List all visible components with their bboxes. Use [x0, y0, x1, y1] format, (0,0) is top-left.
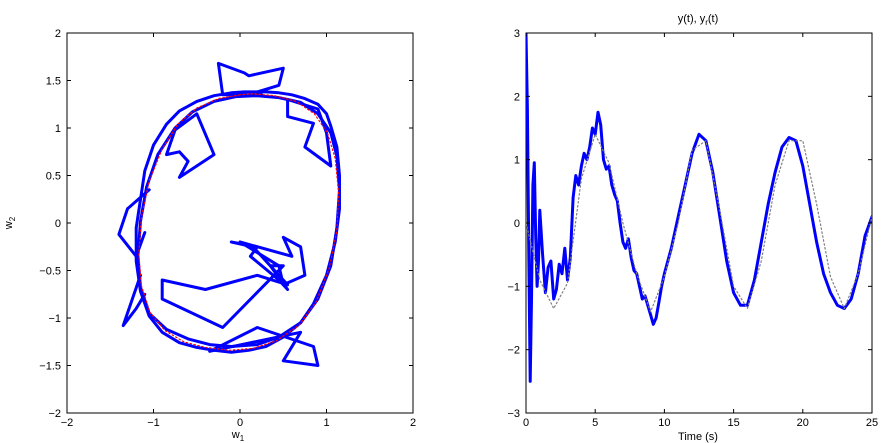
time-plot-ytick-label: 3 [514, 28, 520, 40]
phase-plot-xtick-label: −2 [61, 417, 74, 429]
time-plot-frame [525, 32, 873, 414]
time-plot-xtick-label: 15 [727, 417, 739, 429]
phase-plot-xtick-label: 1 [323, 417, 329, 429]
time-plot-ytick-label: −2 [507, 345, 520, 357]
time-plot-ytick-label: 1 [514, 155, 520, 167]
time-plot-xtick-label: 25 [866, 417, 878, 429]
phase-plot: −2 −1 0 1 2 2 1.5 1 0.5 0 −0.5 −1 −1.5 −2 w1 w2 [3, 28, 416, 443]
phase-plot-frame [66, 32, 414, 414]
phase-plot-series-4 [117, 188, 151, 258]
time-plot-xtick-label: 5 [592, 417, 598, 429]
phase-plot-ytick-label: 1.5 [46, 76, 61, 88]
phase-plot-series-group [117, 61, 341, 367]
time-plot-xtick-label: 0 [523, 417, 529, 429]
phase-plot-ylabel: w2 [3, 216, 17, 230]
phase-plot-xtick-label: 2 [410, 417, 416, 429]
time-plot-ytick-label: −3 [507, 408, 520, 420]
phase-plot-ytick-label: −0.5 [39, 266, 61, 278]
phase-plot-series-3 [165, 112, 216, 179]
phase-plot-ytick-label: −2 [48, 408, 61, 420]
time-plot-series-0 [526, 33, 872, 383]
time-plot-xlabel: Time (s) [678, 431, 718, 443]
time-plot-ytick-label: 2 [514, 91, 520, 103]
phase-plot-series-10 [138, 93, 340, 351]
phase-plot-ytick-label: 0.5 [46, 171, 61, 183]
phase-plot-series-2 [216, 61, 285, 97]
phase-plot-series-8 [208, 326, 320, 367]
phase-plot-series-5 [121, 273, 147, 328]
time-plot-title: y(t), yr(t) [678, 13, 719, 27]
phase-plot-series-0 [134, 90, 341, 354]
phase-plot-ytick-label: −1 [48, 313, 61, 325]
phase-plot-ytick-label: −1.5 [39, 361, 61, 373]
phase-plot-xtick-label: −1 [147, 417, 160, 429]
phase-plot-series-6 [160, 240, 290, 329]
phase-plot-ytick-label: 2 [55, 28, 61, 40]
time-plot-xtick-label: 10 [658, 417, 670, 429]
phase-plot-ytick-label: 0 [55, 218, 61, 230]
time-plot-ytick-label: −1 [507, 281, 520, 293]
phase-plot-ticks: −2 −1 0 1 2 2 1.5 1 0.5 0 −0.5 −1 −1.5 −2 [39, 28, 416, 429]
time-plot-series-group [526, 33, 872, 383]
time-plot-series-1 [526, 133, 872, 313]
time-plot-xtick-label: 20 [797, 417, 809, 429]
phase-plot-xlabel: w1 [231, 429, 245, 443]
phase-plot-ytick-label: 1 [55, 123, 61, 135]
phase-plot-series-7 [238, 235, 307, 287]
time-plot-ytick-label: 0 [514, 218, 520, 230]
phase-plot-xtick-label: 0 [237, 417, 243, 429]
phase-plot-series-9 [286, 98, 333, 168]
